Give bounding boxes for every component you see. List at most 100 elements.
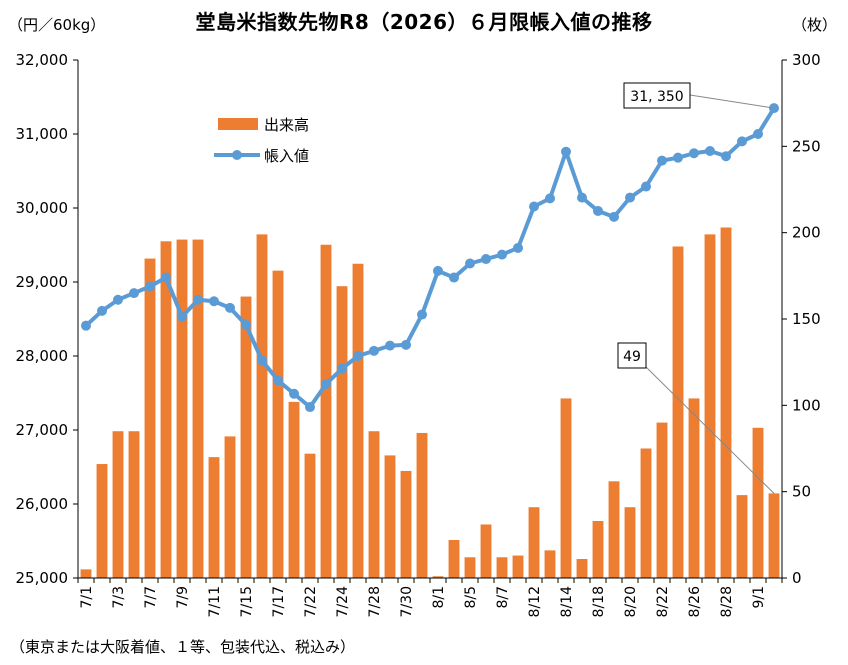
left-axis-unit: （円／60kg） [8, 16, 106, 34]
volume-bar [384, 455, 396, 578]
price-point [513, 242, 523, 253]
x-tick-label: 8/14 [559, 586, 575, 618]
bars-layer [80, 227, 780, 579]
price-point [593, 205, 603, 216]
price-point [561, 146, 571, 157]
volume-bar [448, 540, 460, 578]
price-point [401, 339, 411, 350]
volume-bar [400, 470, 412, 578]
chart-title: 堂島米指数先物R8（2026）６月限帳入値の推移 [195, 10, 653, 34]
price-point [433, 265, 443, 276]
x-tick-label: 8/22 [655, 586, 671, 617]
price-point [145, 281, 155, 292]
price-point [689, 148, 699, 159]
price-point [657, 155, 667, 166]
right-tick-label: 0 [792, 569, 802, 587]
price-point [385, 340, 395, 351]
legend-swatch-bar [218, 118, 258, 130]
axes-layer: 25,000 26,000 27,000 28,000 29,000 30,000 31,0… [16, 51, 821, 617]
x-tick-label: 7/3 [111, 586, 127, 609]
x-tick-label: 8/5 [463, 586, 479, 609]
volume-bar [80, 569, 92, 578]
volume-bar [288, 401, 300, 578]
price-callout-label: 31, 350 [630, 89, 683, 105]
volume-callout-label: 49 [623, 349, 641, 365]
price-point [673, 152, 683, 163]
price-point [529, 201, 539, 212]
price-point [161, 272, 171, 283]
price-point [609, 211, 619, 222]
price-point [257, 355, 267, 366]
volume-bar [128, 431, 140, 578]
price-point [113, 294, 123, 305]
x-tick-label: 7/15 [239, 586, 255, 617]
x-tick-label: 8/18 [591, 586, 607, 617]
volume-bar [304, 453, 316, 578]
volume-bar [736, 495, 748, 578]
price-point [337, 363, 347, 374]
price-point [305, 402, 315, 413]
price-point [449, 272, 459, 283]
price-point [721, 151, 731, 162]
right-tick-label: 50 [792, 483, 811, 501]
x-tick-label: 7/24 [335, 586, 351, 618]
left-tick-label: 25,000 [16, 569, 69, 587]
price-point [737, 136, 747, 147]
volume-bar [752, 427, 764, 578]
volume-callout-box [617, 342, 647, 369]
volume-bar [672, 246, 684, 579]
right-tick-label: 300 [792, 51, 821, 69]
x-tick-label: 7/1 [79, 586, 95, 609]
volume-bar [336, 286, 348, 578]
price-point [369, 345, 379, 356]
legend: 出来高 帳入値 [214, 116, 309, 165]
volume-bar [240, 296, 252, 578]
legend-label-line: 帳入値 [264, 147, 309, 165]
price-point [129, 288, 139, 299]
right-tick-label: 150 [792, 310, 821, 328]
volume-bar [144, 258, 156, 578]
price-point [705, 146, 715, 157]
volume-bar [192, 239, 204, 578]
price-callout-leader [689, 94, 775, 109]
volume-bar [464, 557, 476, 578]
x-tick-label: 8/28 [719, 586, 735, 617]
volume-bar [768, 493, 780, 578]
annotations-layer: 31, 350 49 [617, 82, 775, 494]
volume-callout-leader [644, 365, 775, 494]
x-tick-label: 7/9 [175, 586, 191, 609]
volume-bar [432, 576, 444, 578]
right-tick-label: 250 [792, 137, 821, 155]
left-tick-label: 31,000 [16, 125, 69, 143]
volume-bar [160, 241, 172, 579]
price-point [209, 296, 219, 307]
right-tick-label: 200 [792, 224, 821, 242]
x-tick-label: 7/22 [303, 586, 319, 617]
x-tick-label: 8/7 [495, 586, 511, 609]
x-tick-label: 7/7 [143, 586, 159, 609]
volume-bar [480, 524, 492, 578]
price-point [641, 181, 651, 192]
price-point [545, 193, 555, 204]
volume-bar [608, 481, 620, 578]
price-callout-box [623, 82, 691, 109]
price-point [97, 305, 107, 316]
x-tick-label: 8/26 [687, 586, 703, 618]
volume-bar [688, 398, 700, 578]
price-point [497, 249, 507, 260]
volume-bar [320, 244, 332, 578]
legend-swatch-marker [232, 150, 242, 160]
legend-label-bar: 出来高 [264, 116, 309, 134]
volume-bar [528, 507, 540, 578]
right-tick-label: 100 [792, 396, 821, 414]
price-point [225, 302, 235, 313]
volume-bar [368, 431, 380, 578]
x-tick-label: 7/11 [207, 586, 223, 617]
volume-bar [720, 227, 732, 579]
volume-bar [640, 448, 652, 578]
left-tick-label: 26,000 [16, 495, 69, 513]
volume-bar [224, 436, 236, 578]
price-point [273, 375, 283, 386]
